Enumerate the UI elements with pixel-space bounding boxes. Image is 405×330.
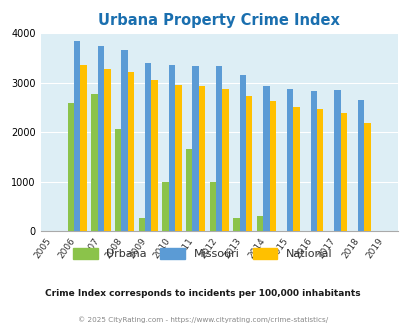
Bar <box>340 113 346 231</box>
Bar <box>162 182 168 231</box>
Bar <box>104 69 110 231</box>
Bar <box>357 100 364 231</box>
Bar <box>139 218 145 231</box>
Bar <box>233 218 239 231</box>
Bar <box>245 96 252 231</box>
Bar <box>145 63 151 231</box>
Bar <box>192 66 198 231</box>
Bar <box>128 72 134 231</box>
Bar <box>91 94 98 231</box>
Bar <box>215 66 222 231</box>
Bar <box>263 86 269 231</box>
Bar <box>239 75 245 231</box>
Bar <box>209 182 215 231</box>
Bar <box>316 109 323 231</box>
Title: Urbana Property Crime Index: Urbana Property Crime Index <box>98 13 339 28</box>
Bar <box>334 90 340 231</box>
Bar <box>115 129 121 231</box>
Bar <box>175 85 181 231</box>
Bar <box>222 89 228 231</box>
Bar <box>293 107 299 231</box>
Bar <box>198 86 205 231</box>
Bar <box>269 101 275 231</box>
Bar <box>98 47 104 231</box>
Bar <box>168 65 175 231</box>
Bar <box>151 80 158 231</box>
Bar <box>121 50 128 231</box>
Bar <box>310 91 316 231</box>
Text: © 2025 CityRating.com - https://www.cityrating.com/crime-statistics/: © 2025 CityRating.com - https://www.city… <box>78 317 327 323</box>
Bar <box>68 103 74 231</box>
Bar <box>364 123 370 231</box>
Bar <box>185 149 192 231</box>
Bar <box>80 65 87 231</box>
Bar <box>286 89 293 231</box>
Bar <box>74 41 80 231</box>
Bar <box>256 216 263 231</box>
Text: Crime Index corresponds to incidents per 100,000 inhabitants: Crime Index corresponds to incidents per… <box>45 289 360 298</box>
Legend: Urbana, Missouri, National: Urbana, Missouri, National <box>68 244 337 263</box>
